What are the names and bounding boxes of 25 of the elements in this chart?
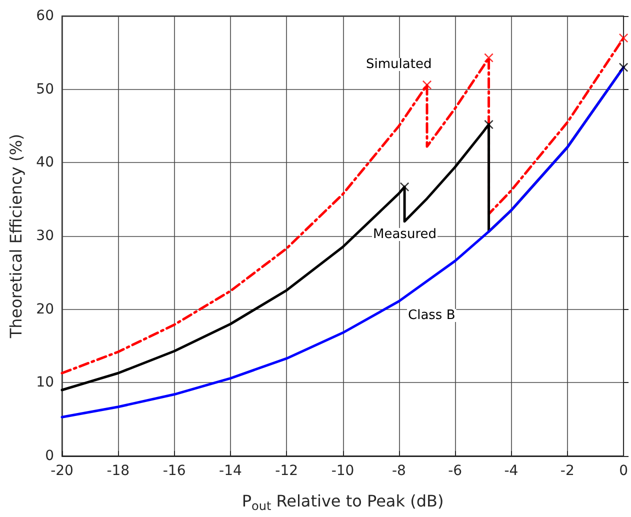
y-tick-label: 50 — [36, 81, 54, 98]
y-axis-title: Theoretical Efficiency (%) — [6, 134, 26, 340]
x-tick-label: -12 — [275, 463, 298, 479]
x-tick-label: -6 — [448, 463, 462, 479]
x-tick-label: 0 — [619, 463, 628, 479]
annotation: Measured — [373, 227, 437, 242]
x-tick-label: -20 — [50, 463, 74, 479]
y-tick-label: 30 — [36, 228, 54, 244]
x-tick-label: -8 — [392, 463, 406, 479]
y-tick-label: 40 — [36, 154, 54, 171]
x-tick-label: -4 — [504, 463, 518, 479]
annotation: Simulated — [366, 57, 432, 72]
y-tick-label: 10 — [36, 374, 54, 391]
x-tick-label: -18 — [106, 463, 130, 479]
x-tick-label: -16 — [162, 463, 186, 479]
x-tick-label: -2 — [560, 463, 574, 479]
x-tick-label: -14 — [219, 463, 242, 479]
y-tick-label: 0 — [45, 448, 54, 464]
y-tick-label: 20 — [36, 301, 54, 318]
point — [400, 182, 410, 192]
y-tick-label: 60 — [36, 8, 54, 24]
annotation: Class B — [408, 308, 456, 323]
x-tick-label: -10 — [331, 463, 354, 479]
point — [619, 62, 628, 72]
point — [484, 120, 494, 130]
